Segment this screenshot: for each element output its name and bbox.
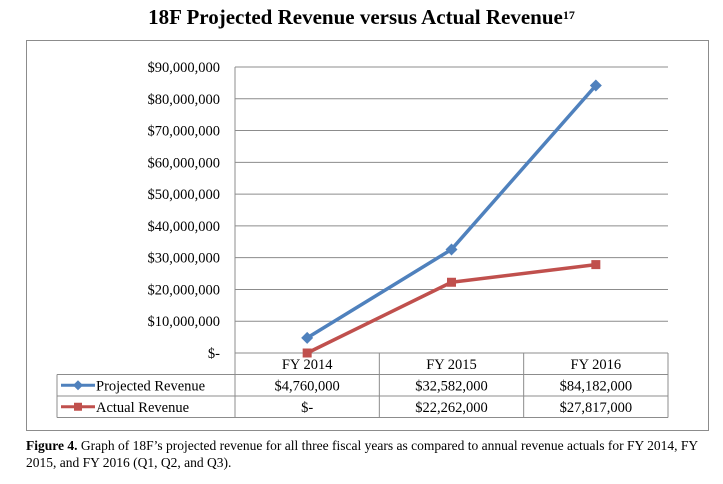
legend-key-marker — [74, 402, 82, 411]
y-tick-label: $50,000,000 — [148, 187, 221, 203]
y-tick-label: $40,000,000 — [148, 219, 221, 235]
x-category-label: FY 2014 — [282, 357, 333, 373]
data-point — [589, 79, 602, 92]
caption-label: Figure 4. — [26, 438, 78, 453]
chart-frame — [26, 40, 709, 431]
legend-entry: Actual Revenue — [96, 400, 189, 416]
series-layer — [301, 79, 602, 358]
chart-title-text: 18F Projected Revenue versus Actual Reve… — [148, 5, 563, 29]
y-tick-label: $70,000,000 — [148, 124, 221, 140]
y-tick-label: $60,000,000 — [148, 155, 221, 171]
data-table-cell: $22,262,000 — [415, 400, 488, 416]
data-table-cell: $84,182,000 — [560, 378, 633, 394]
data-table: FY 2014 FY 2015 FY 2016 Projected Revenue $4… — [56, 353, 669, 418]
y-tick-label: $10,000,000 — [148, 314, 221, 330]
data-point — [445, 243, 458, 256]
chart-title: 18F Projected Revenue versus Actual Reve… — [0, 4, 723, 30]
y-tick-label: $30,000,000 — [148, 251, 221, 267]
y-axis-tick-labels: $- $10,000,000 $20,000,000 $30,000,000 $40,0… — [148, 60, 221, 362]
y-tick-label: $90,000,000 — [148, 60, 221, 76]
data-point — [447, 277, 456, 287]
series-line — [306, 84, 598, 340]
title-footnote: 17 — [562, 8, 575, 22]
x-category-label: FY 2016 — [571, 357, 622, 373]
data-table-cell: $32,582,000 — [415, 378, 488, 394]
caption-text: Graph of 18F’s projected revenue for all… — [26, 438, 698, 470]
data-table-cell: $4,760,000 — [275, 378, 340, 394]
data-point — [301, 331, 314, 344]
x-category-label: FY 2015 — [426, 357, 477, 373]
data-table-cell: $27,817,000 — [560, 400, 633, 416]
legend-entry: Projected Revenue — [96, 378, 205, 394]
gridlines — [234, 66, 668, 354]
figure-caption: Figure 4. Graph of 18F’s projected reven… — [26, 437, 716, 471]
y-tick-label: $80,000,000 — [148, 92, 221, 108]
data-point — [302, 348, 312, 358]
data-point — [591, 260, 601, 270]
legend-key-marker — [73, 380, 83, 391]
y-tick-label: $- — [208, 346, 220, 362]
y-tick-label: $20,000,000 — [148, 282, 221, 298]
data-table-cell: $- — [301, 400, 313, 416]
